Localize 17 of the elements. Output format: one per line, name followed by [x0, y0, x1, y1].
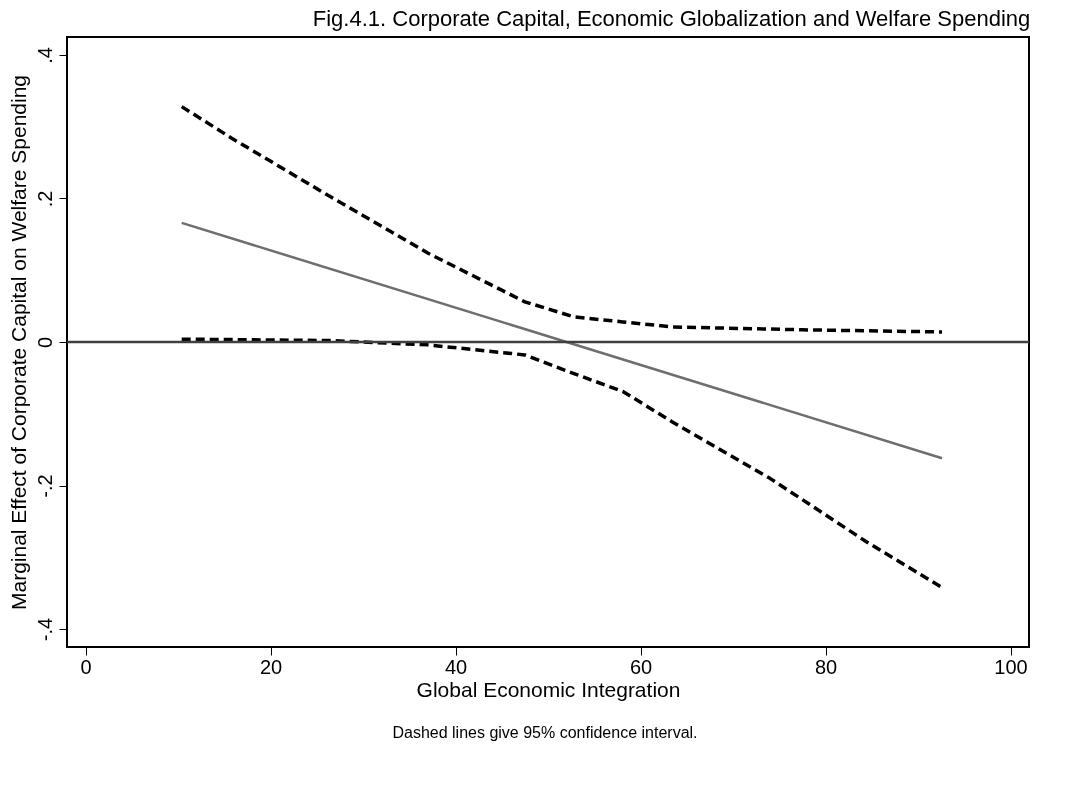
y-tick-label: .2 — [33, 190, 56, 208]
y-tick-label: 0 — [33, 336, 56, 349]
x-tick-label: 60 — [629, 655, 653, 678]
chart-title: Fig.4.1. Corporate Capital, Economic Globalization and Welfare Spending — [312, 6, 1031, 31]
text: Dashed lines give 95% confidence interval. — [391, 724, 699, 742]
y-tick-label: -.2 — [33, 474, 56, 498]
y-axis-title: Marginal Effect of Corporate Capital on Welfare Spending — [6, 74, 30, 611]
x-tick-label: 40 — [444, 655, 468, 678]
x-tick-label: 0 — [80, 655, 92, 678]
line-series — [179, 104, 944, 334]
x-tick-label: 100 — [994, 655, 1028, 678]
x-axis-title: Global Economic Integration — [416, 677, 681, 701]
x-tick-label: 20 — [259, 655, 283, 678]
y-tick-label: .4 — [33, 47, 56, 64]
y-tick-label: -.4 — [33, 617, 56, 642]
x-tick-label: 80 — [814, 655, 838, 678]
line-series — [179, 337, 944, 590]
